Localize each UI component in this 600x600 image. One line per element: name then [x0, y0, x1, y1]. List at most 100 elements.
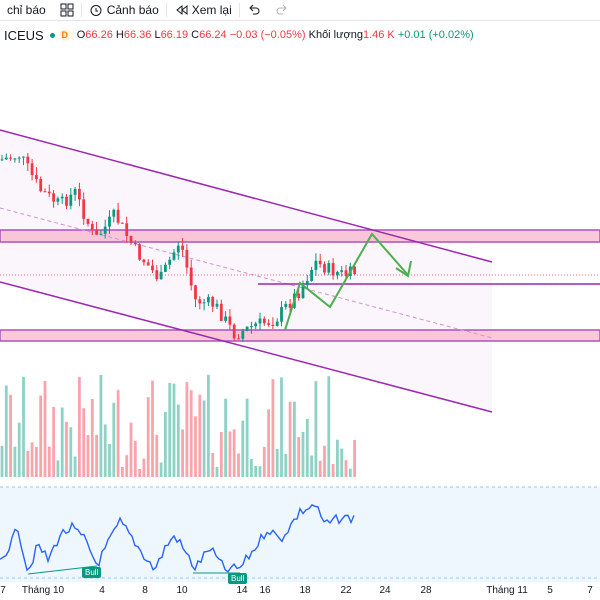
candle-body	[202, 302, 206, 304]
volume-bar	[17, 422, 21, 477]
volume-bar	[116, 390, 120, 477]
candle-body	[176, 245, 180, 253]
candle-body	[318, 260, 322, 265]
volume-bar	[228, 431, 232, 477]
candle-body	[314, 260, 318, 270]
volume-bar	[250, 459, 253, 477]
volume-bar	[314, 381, 318, 477]
volume-bar	[297, 437, 301, 477]
time-tick: 14	[236, 585, 248, 596]
candle-body	[275, 321, 279, 326]
candle-body	[69, 194, 73, 206]
candle-body	[39, 179, 43, 192]
candle-body	[301, 285, 305, 299]
candle-body	[232, 324, 236, 339]
candle-body	[56, 198, 60, 202]
volume-bar	[189, 390, 193, 477]
candle-body	[0, 159, 4, 161]
rsi-line[interactable]	[0, 504, 355, 573]
candle-body	[17, 157, 21, 159]
channel-lower-line[interactable]	[0, 281, 493, 413]
symbol-legend[interactable]: ICEUS D O66.26 H66.36 L66.19 C66.24 −0.0…	[0, 26, 474, 44]
top-toolbar: chỉ báo Cảnh báo Xem lại	[0, 0, 600, 21]
volume-bar	[310, 455, 313, 477]
candle-body	[86, 218, 90, 224]
time-tick: 7	[0, 585, 6, 596]
volume-label: Khối lượng	[308, 29, 363, 41]
volume-bar	[99, 374, 103, 477]
volume-bar	[142, 458, 146, 477]
candle-body	[172, 252, 176, 260]
volume-bar	[133, 440, 137, 477]
candle-body	[125, 223, 129, 236]
undo-button[interactable]	[240, 0, 268, 20]
volume-bar	[9, 394, 12, 477]
replay-button[interactable]: Xem lại	[167, 0, 239, 20]
alert-button[interactable]: Cảnh báo	[82, 0, 166, 20]
volume-bar	[215, 466, 219, 477]
time-tick: 5	[547, 585, 553, 596]
symbol-name[interactable]: ICEUS	[4, 27, 44, 43]
candle-body	[181, 245, 184, 250]
volume-bar	[348, 468, 352, 477]
candle-body	[224, 316, 227, 321]
time-tick: 10	[176, 585, 188, 596]
channel-upper-line[interactable]	[0, 129, 493, 263]
time-axis[interactable]: 7 Tháng 10 4 8 10 14 16 18 22 24 28 Thán…	[0, 582, 600, 600]
time-tick: 16	[259, 585, 271, 596]
candle-body	[60, 196, 64, 199]
volume-bar	[138, 468, 141, 477]
candle-body	[13, 158, 17, 160]
close-value: 66.24	[199, 29, 227, 41]
redo-button[interactable]	[268, 0, 296, 20]
candle-body	[90, 223, 94, 230]
indicators-label: chỉ báo	[7, 3, 46, 17]
toolbar-divider	[165, 3, 167, 17]
volume-series	[0, 374, 356, 477]
volume-bar	[185, 382, 189, 477]
candle-body	[280, 307, 283, 322]
volume-bar	[172, 383, 176, 477]
volume-bar	[155, 434, 159, 477]
bull-signal-label-2[interactable]: Bull	[228, 573, 248, 584]
candle-body	[327, 263, 331, 273]
candle-body	[103, 226, 107, 234]
volume-bar	[95, 434, 98, 477]
volume-bar	[331, 464, 335, 477]
candle-body	[108, 216, 111, 227]
volume-bar	[353, 440, 356, 477]
volume-bar	[301, 431, 305, 477]
candle-body	[344, 270, 348, 276]
indicators-button[interactable]: chỉ báo	[0, 0, 53, 20]
rsi-pane-background	[0, 487, 600, 582]
open-key: O	[76, 29, 86, 41]
candle-body	[129, 235, 133, 243]
candle-body	[228, 316, 232, 325]
undo-icon	[249, 4, 260, 15]
candle-body	[133, 242, 137, 245]
volume-bar	[4, 385, 8, 477]
volume-bar	[159, 462, 163, 477]
candle-body	[288, 303, 292, 308]
volume-bar	[35, 446, 38, 477]
replay-label: Xem lại	[191, 3, 232, 17]
candle-body	[168, 259, 172, 265]
candle-body	[189, 267, 193, 286]
volume-bar	[194, 416, 197, 477]
candle-body	[284, 303, 288, 308]
alert-label: Cảnh báo	[106, 3, 159, 17]
templates-button[interactable]	[53, 0, 81, 20]
projection-path[interactable]	[284, 232, 409, 331]
volume-bar	[284, 453, 288, 477]
volume-bar	[336, 439, 339, 477]
bull-signal-label-1[interactable]: Bull	[82, 567, 102, 578]
volume-bar	[129, 422, 133, 477]
support-zone	[0, 329, 600, 342]
candlestick-series[interactable]	[0, 153, 356, 342]
volume-bar	[232, 429, 236, 477]
volume-bar	[82, 408, 86, 477]
replay-icon	[175, 4, 188, 16]
grid-icon	[60, 3, 74, 17]
candle-body	[99, 233, 103, 235]
